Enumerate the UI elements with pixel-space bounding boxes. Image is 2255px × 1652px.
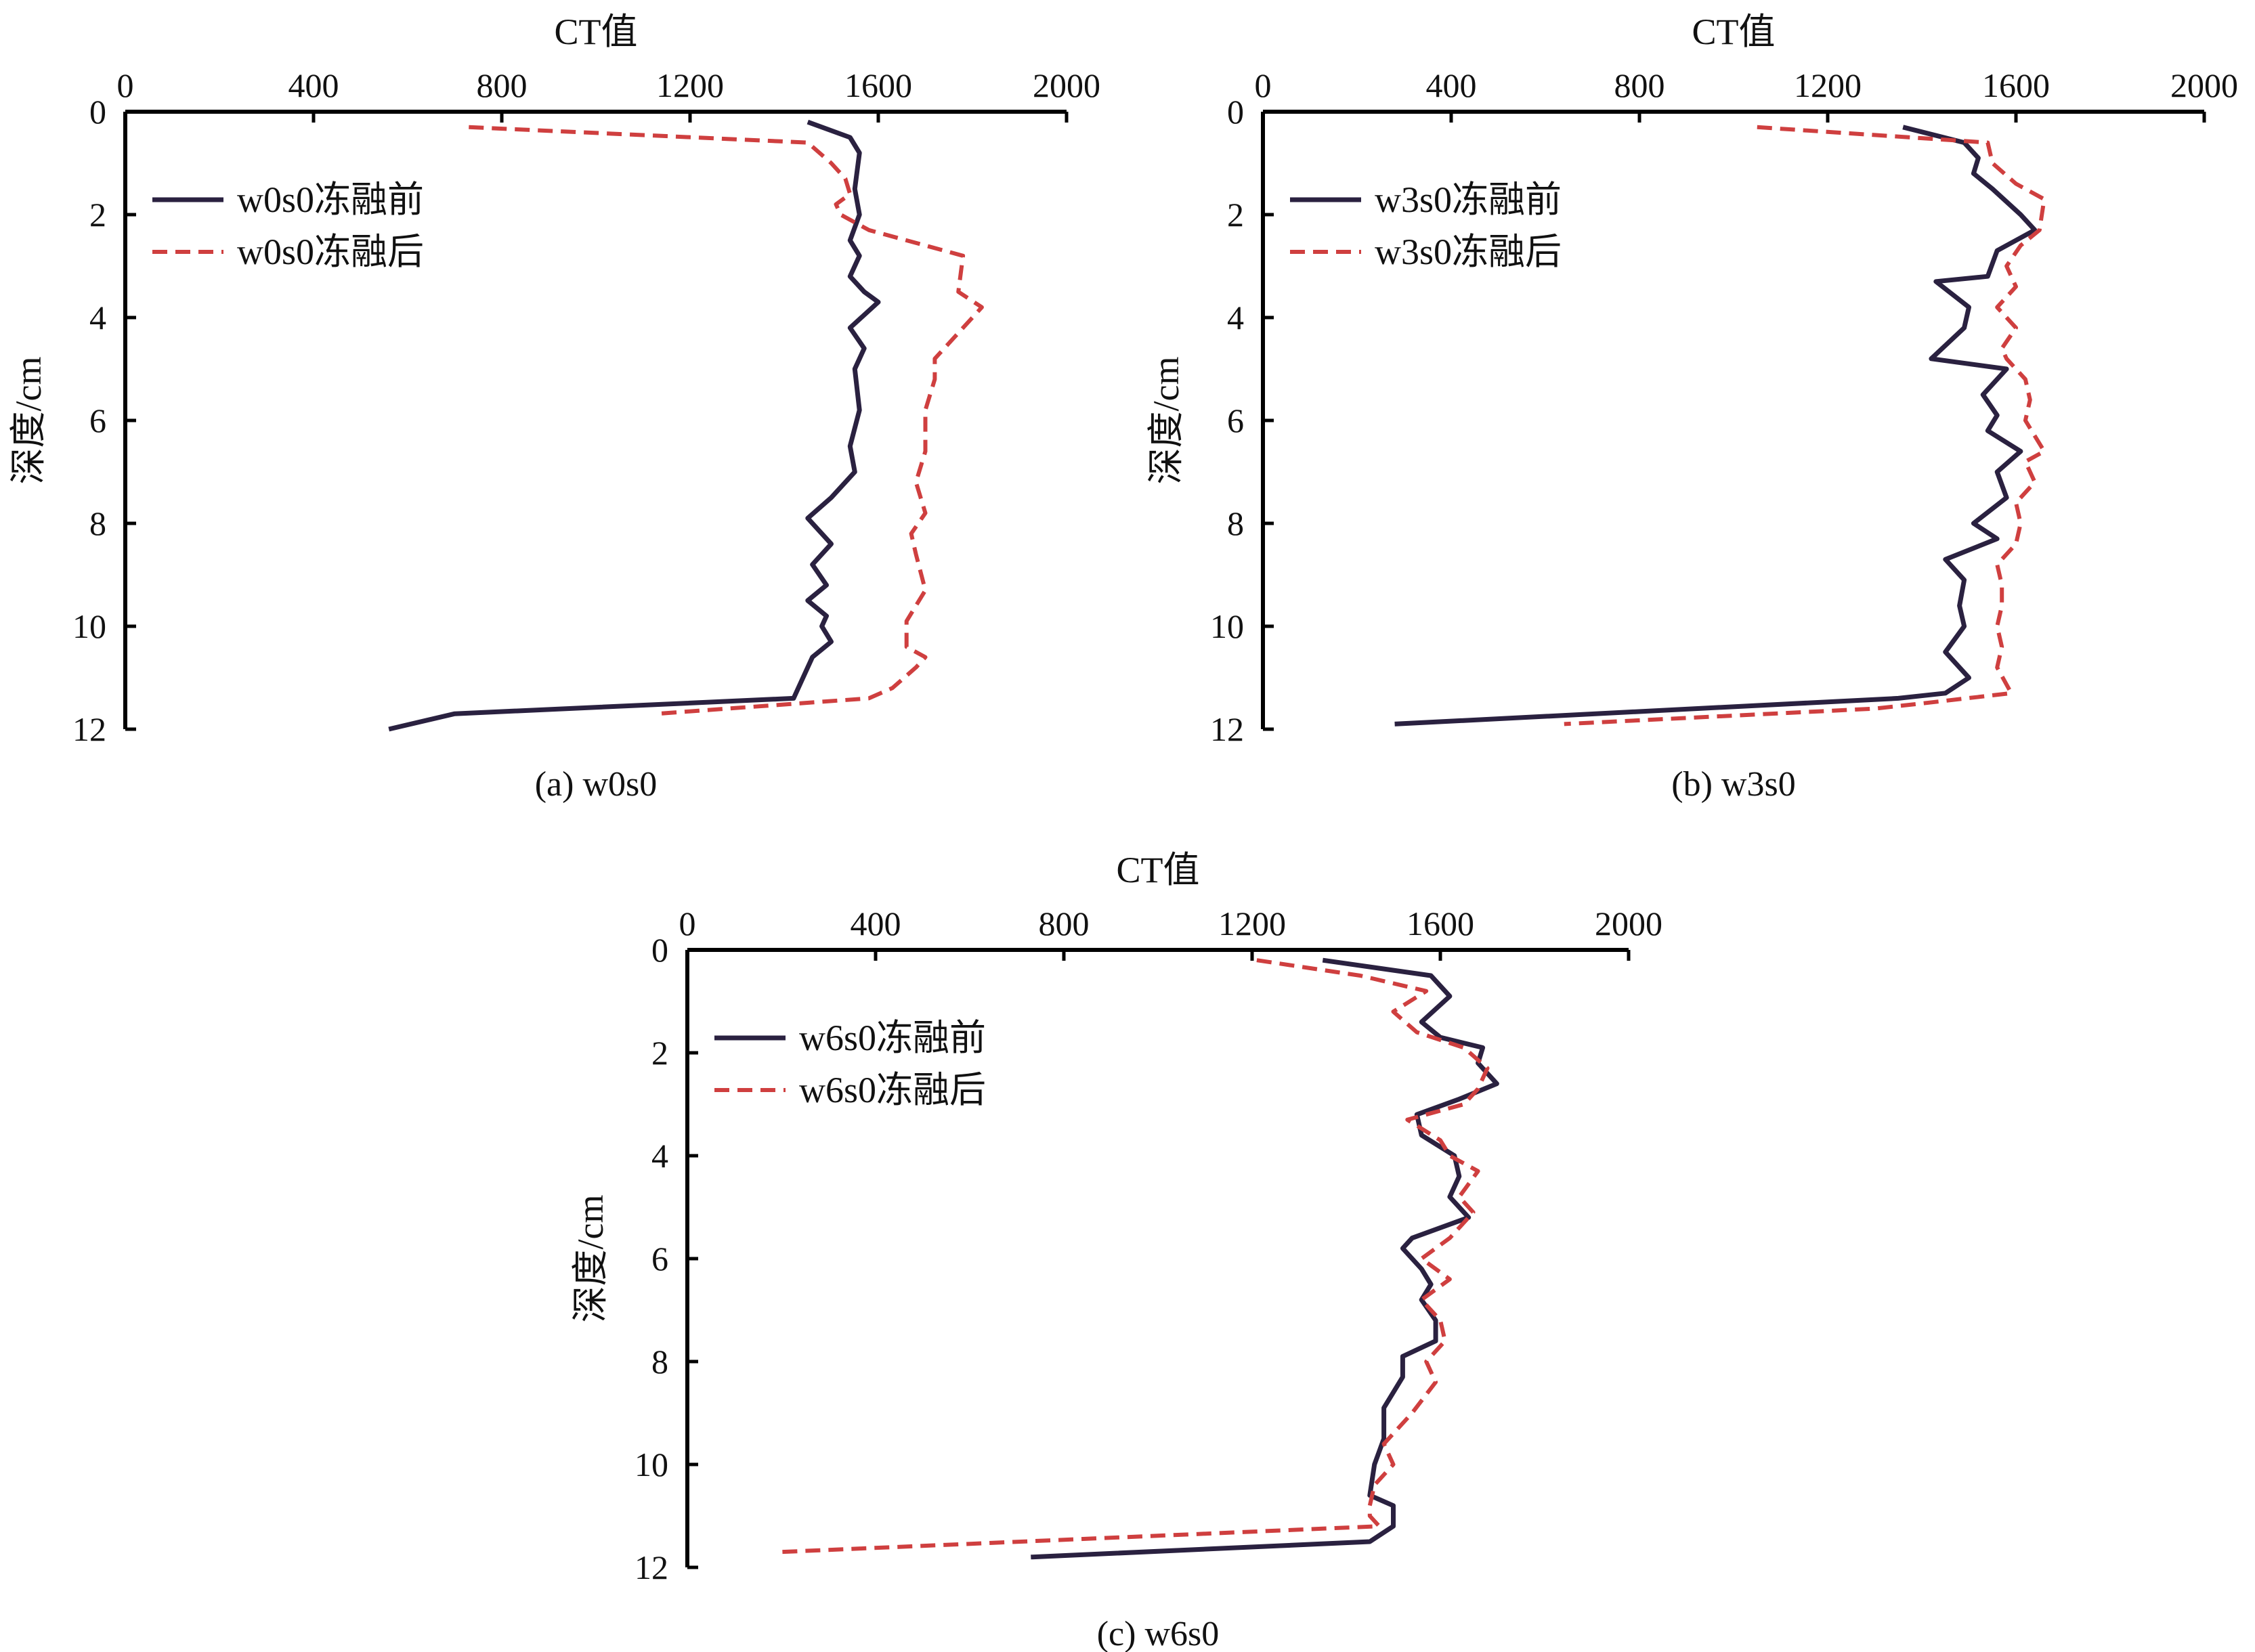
y-tick-label: 8 bbox=[651, 1343, 668, 1381]
y-tick-label: 12 bbox=[1210, 710, 1244, 748]
x-tick-label: 400 bbox=[1426, 66, 1477, 104]
y-tick-label: 6 bbox=[1227, 401, 1244, 439]
legend-label: w0s0冻融前 bbox=[237, 179, 424, 220]
y-tick-label: 8 bbox=[89, 504, 106, 542]
x-tick-label: 400 bbox=[288, 66, 339, 104]
legend-label: w3s0冻融前 bbox=[1375, 179, 1562, 220]
y-tick-label: 8 bbox=[1227, 504, 1244, 542]
x-axis-title: CT值 bbox=[1692, 12, 1775, 52]
y-tick-label: 0 bbox=[89, 93, 106, 131]
y-tick-label: 0 bbox=[1227, 93, 1244, 131]
x-tick-label: 1600 bbox=[1982, 66, 2050, 104]
y-axis-title: 深度/cm bbox=[8, 357, 49, 485]
y-tick-label: 6 bbox=[651, 1240, 668, 1278]
x-tick-label: 1200 bbox=[1218, 905, 1286, 942]
chart-panels: 0 400 800 1200 1600 2000024681012CT值深度/cmw0s0… bbox=[8, 12, 2238, 1652]
x-tick-label: 800 bbox=[1614, 66, 1665, 104]
y-tick-label: 2 bbox=[1227, 196, 1244, 234]
y-tick-label: 6 bbox=[89, 401, 106, 439]
series-line-after bbox=[469, 125, 984, 716]
legend-label: w6s0冻融前 bbox=[799, 1018, 986, 1058]
panel-caption: (a) w0s0 bbox=[535, 765, 658, 804]
x-tick-label: 2000 bbox=[2170, 66, 2238, 104]
y-tick-label: 10 bbox=[72, 607, 106, 645]
x-tick-label: 0 bbox=[1255, 66, 1272, 104]
legend-label: w0s0冻融后 bbox=[237, 232, 424, 272]
x-tick-label: 0 bbox=[679, 905, 696, 942]
y-tick-label: 2 bbox=[89, 196, 106, 234]
x-axis-title: CT值 bbox=[554, 12, 637, 52]
x-tick-label: 1600 bbox=[844, 66, 912, 104]
x-tick-label: 2000 bbox=[1033, 66, 1100, 104]
panel-caption: (b) w3s0 bbox=[1671, 765, 1795, 804]
x-tick-label: 400 bbox=[851, 905, 901, 942]
y-axis-title: 深度/cm bbox=[1146, 357, 1186, 485]
x-tick-label: 2000 bbox=[1595, 905, 1662, 942]
x-tick-label: 800 bbox=[1039, 905, 1090, 942]
x-tick-label: 0 bbox=[117, 66, 134, 104]
series-line-after bbox=[781, 958, 1490, 1555]
series-line-before bbox=[1394, 125, 2038, 726]
legend-label: w6s0冻融后 bbox=[799, 1070, 986, 1110]
y-tick-label: 4 bbox=[1227, 299, 1244, 336]
y-tick-label: 0 bbox=[651, 931, 668, 969]
series-line-before bbox=[1031, 957, 1499, 1560]
y-tick-label: 4 bbox=[89, 299, 106, 336]
x-axis-title: CT值 bbox=[1116, 850, 1199, 890]
y-axis-title: 深度/cm bbox=[570, 1195, 611, 1323]
y-tick-label: 4 bbox=[651, 1137, 668, 1175]
legend-label: w3s0冻融后 bbox=[1375, 232, 1562, 272]
x-tick-label: 800 bbox=[477, 66, 528, 104]
y-tick-label: 12 bbox=[635, 1548, 668, 1586]
x-tick-label: 1200 bbox=[656, 66, 724, 104]
y-tick-label: 10 bbox=[635, 1446, 668, 1483]
y-tick-label: 10 bbox=[1210, 607, 1244, 645]
x-tick-label: 1600 bbox=[1406, 905, 1474, 942]
x-tick-label: 1200 bbox=[1794, 66, 1862, 104]
y-tick-label: 2 bbox=[651, 1034, 668, 1072]
series-line-before bbox=[388, 119, 881, 732]
panel-caption: (c) w6s0 bbox=[1097, 1615, 1220, 1652]
y-tick-label: 12 bbox=[72, 710, 106, 748]
series-line-after bbox=[1564, 125, 2046, 726]
